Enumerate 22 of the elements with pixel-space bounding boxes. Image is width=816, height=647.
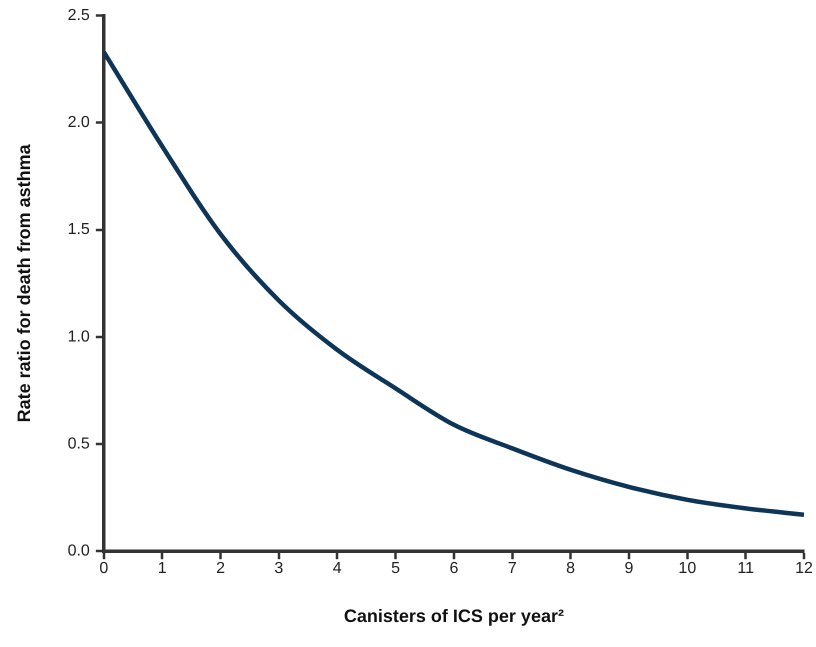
y-tick-label: 2.0 [68,114,90,132]
y-axis-title: Rate ratio for death from asthma [14,143,34,422]
x-tick-label: 8 [566,560,576,578]
x-tick-label: 1 [158,560,167,578]
y-tick-label: 0.5 [68,435,90,452]
y-tick-label: 1.0 [68,328,90,346]
x-tick-label: 5 [391,560,400,578]
line-series [104,50,804,518]
x-tick-label: 6 [449,560,458,578]
x-tick-label: 11 [737,560,754,578]
y-tick-label: 0.0 [68,542,90,560]
x-axis-title: Canisters of ICS per year² [344,606,564,626]
x-tick-label: 4 [332,560,342,578]
y-tick-label: 2.5 [68,7,90,24]
y-tick-label: 1.5 [68,221,90,238]
x-tick-label: 7 [508,560,517,578]
x-tick-label: 0 [99,560,108,578]
x-tick-label: 3 [274,560,284,578]
x-tick-label: 2 [216,560,226,578]
x-tick-label: 12 [795,560,813,578]
x-tick-label: 10 [678,560,696,578]
x-tick-label: 9 [624,560,634,578]
